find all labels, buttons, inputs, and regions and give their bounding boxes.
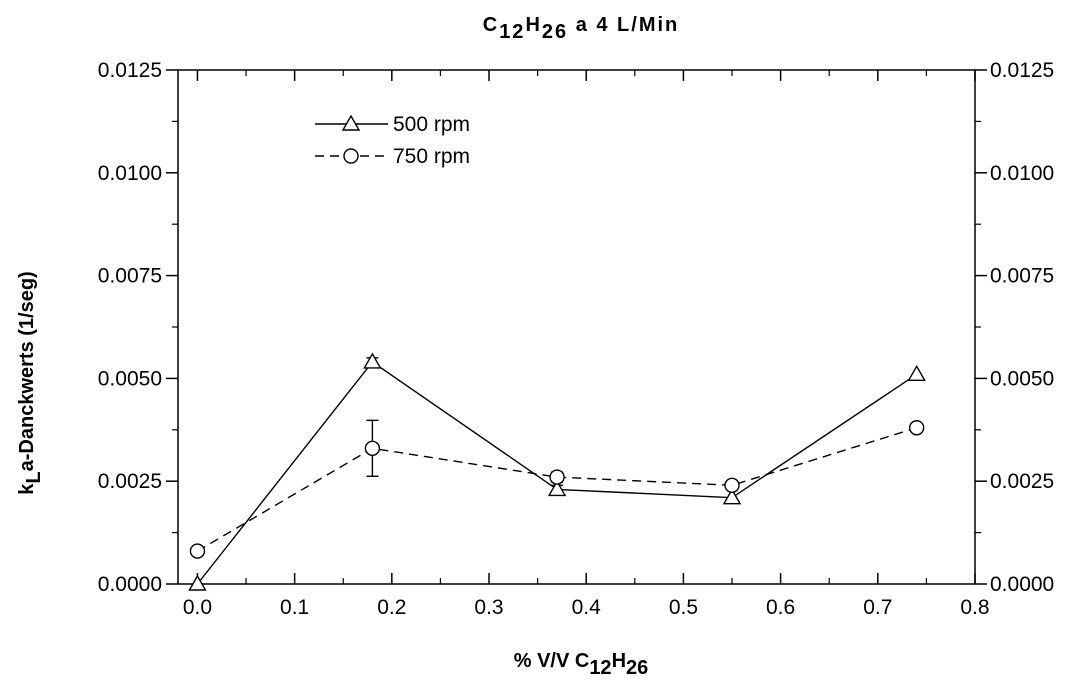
series-line: [197, 427, 917, 552]
y-tick-label-right: 0.0025: [990, 470, 1054, 493]
data-point: [722, 488, 742, 505]
x-tick-label: 0.0: [183, 596, 212, 619]
x-tick-label: 0.6: [766, 596, 795, 619]
x-tick-label: 0.8: [960, 596, 989, 619]
text-part-0: % V/V C: [514, 650, 590, 672]
text-part-3: 26: [626, 657, 648, 679]
x-tick-label: 0.2: [377, 596, 406, 619]
legend-item-0: 500 rpm: [315, 113, 470, 136]
x-axis-title: % V/V C12H26: [514, 650, 649, 679]
text-part-2: H: [525, 14, 541, 36]
text-part-2: a-Danckwerts (1/seg): [16, 271, 38, 471]
y-tick-label-right: 0.0000: [990, 573, 1054, 596]
legend-label: 500 rpm: [393, 113, 470, 136]
y-tick-label-right: 0.0125: [990, 59, 1054, 82]
y-tick-label-left: 0.0075: [98, 265, 162, 288]
data-point: [724, 477, 740, 494]
chart-title: C12H26 a 4 L/Min: [483, 14, 680, 43]
text-part-1: 12: [499, 21, 525, 43]
text-part-1: L: [23, 471, 45, 483]
y-tick-label-right: 0.0100: [990, 162, 1054, 185]
text-part-0: C: [483, 14, 499, 36]
axis-ticks: [166, 69, 987, 585]
y-tick-label-left: 0.0100: [98, 162, 162, 185]
plot-area: [177, 69, 976, 585]
y-tick-label-left: 0.0025: [98, 470, 162, 493]
y-tick-label-left: 0.0000: [98, 573, 162, 596]
legend-item-1: 750 rpm: [315, 145, 470, 168]
plot-border: [177, 69, 976, 585]
data-point: [189, 543, 206, 559]
data-point: [363, 352, 382, 369]
data-point: [547, 480, 567, 497]
legend-marker: [343, 148, 359, 164]
legend-marker: [341, 114, 361, 131]
legend: 500 rpm 750 rpm: [315, 113, 470, 168]
data-point: [908, 420, 925, 436]
x-tick-label: 0.7: [863, 596, 892, 619]
y-tick-label-right: 0.0075: [990, 265, 1054, 288]
series-0: [188, 352, 926, 591]
axis-tick-labels: 0.0 0.1 0.2 0.3 0.4 0.5 0.6 0.7 0.80.0000 0.00000…: [98, 59, 1054, 619]
legend-label: 750 rpm: [393, 145, 470, 168]
data-point: [188, 574, 207, 591]
series-1: [189, 419, 925, 559]
y-tick-label-left: 0.0125: [98, 59, 162, 82]
text-part-2: H: [612, 650, 626, 672]
text-part-0: k: [16, 483, 38, 495]
x-tick-label: 0.5: [669, 596, 698, 619]
y-tick-label-right: 0.0050: [990, 367, 1054, 390]
x-tick-label: 0.1: [280, 596, 309, 619]
text-part-3: 26: [542, 21, 568, 43]
data-point: [907, 364, 926, 381]
data-point: [364, 440, 381, 457]
y-tick-label-left: 0.0050: [98, 367, 162, 390]
y-axis-title: kLa-Danckwerts (1/seg): [16, 271, 45, 494]
data-point: [549, 469, 565, 485]
x-tick-label: 0.3: [474, 596, 503, 619]
text-part-1: 12: [589, 657, 611, 679]
x-tick-label: 0.4: [572, 596, 602, 619]
series-layer: [188, 352, 926, 591]
text-part-4: a 4 L/Min: [568, 14, 679, 36]
